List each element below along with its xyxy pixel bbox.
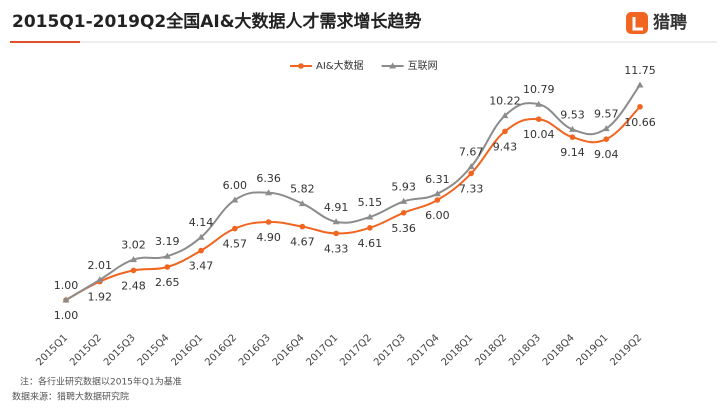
data-label: 11.75 <box>624 64 656 77</box>
data-label: 3.19 <box>155 235 180 248</box>
data-label: 5.15 <box>358 196 383 209</box>
point <box>299 223 306 230</box>
point <box>332 218 340 225</box>
data-label: 3.02 <box>121 239 146 252</box>
note: 注：各行业研究数据以2015年Q1为基准 <box>20 376 182 388</box>
point <box>367 225 373 231</box>
point <box>164 264 171 270</box>
data-label: 5.36 <box>391 222 416 235</box>
data-label: 6.31 <box>425 173 450 186</box>
brand-logo <box>626 12 648 34</box>
data-label: 9.43 <box>493 140 518 153</box>
data-label: 2.48 <box>121 279 146 292</box>
data-label: 3.47 <box>189 260 214 273</box>
point <box>468 170 474 177</box>
data-label: 4.90 <box>256 231 281 244</box>
data-label: 4.61 <box>358 237 383 250</box>
legend-marker <box>298 63 304 69</box>
data-label: 4.91 <box>324 201 349 214</box>
point <box>163 252 171 259</box>
brand-name: 猎聘 <box>653 12 687 33</box>
point <box>501 112 509 119</box>
point <box>569 134 576 140</box>
point <box>130 256 138 263</box>
legend-marker <box>389 62 397 69</box>
data-label: 6.00 <box>425 209 450 222</box>
series-line <box>65 84 641 301</box>
series-line <box>65 106 641 301</box>
data-label: 10.22 <box>489 95 521 108</box>
point <box>535 100 543 107</box>
data-label: 9.57 <box>594 108 619 121</box>
point <box>333 230 339 237</box>
data-label: 1.00 <box>54 279 79 292</box>
data-label: 4.57 <box>223 238 248 251</box>
point <box>366 213 374 220</box>
point <box>265 189 273 196</box>
point <box>96 276 104 283</box>
data-label: 5.82 <box>290 183 315 196</box>
data-label: 2.65 <box>155 276 180 289</box>
data-label: 9.14 <box>560 146 585 159</box>
data-label: 10.04 <box>523 128 555 141</box>
point <box>568 125 576 132</box>
point <box>637 104 643 110</box>
point <box>502 128 508 135</box>
data-label: 6.00 <box>223 179 248 192</box>
data-label: 7.33 <box>459 182 484 195</box>
legend-label: 互联网 <box>408 60 438 72</box>
point <box>603 136 610 142</box>
legend-label: AI&大数据 <box>316 59 364 72</box>
point <box>433 190 441 197</box>
point <box>535 116 542 122</box>
point <box>467 163 475 170</box>
note: 数据来源：猎聘大数据研究院 <box>12 391 129 403</box>
data-label: 4.67 <box>290 236 315 249</box>
point <box>232 225 238 232</box>
point <box>400 197 408 204</box>
data-label: 9.53 <box>560 108 585 121</box>
data-label: 7.67 <box>459 146 484 159</box>
point <box>231 196 239 203</box>
data-label: 10.66 <box>624 116 656 129</box>
data-label: 1.92 <box>88 291 113 304</box>
data-label: 6.36 <box>256 172 281 185</box>
point <box>636 81 644 88</box>
data-label: 5.93 <box>391 180 416 193</box>
point <box>434 197 441 203</box>
chart-title: 2015Q1-2019Q2全国AI&大数据人才需求增长趋势 <box>12 11 422 32</box>
brand-logo-glyph <box>632 17 643 31</box>
data-label: 4.33 <box>324 242 349 255</box>
data-label: 1.00 <box>54 309 79 322</box>
point <box>198 247 204 254</box>
data-label: 2.01 <box>88 259 113 272</box>
point <box>400 210 407 216</box>
data-label: 9.04 <box>594 148 619 161</box>
point <box>265 219 272 225</box>
data-label: 4.14 <box>189 216 214 229</box>
point <box>602 125 610 132</box>
point <box>62 296 70 303</box>
point <box>130 267 137 274</box>
data-label: 10.79 <box>523 83 555 96</box>
point <box>298 200 306 207</box>
point <box>197 233 205 240</box>
